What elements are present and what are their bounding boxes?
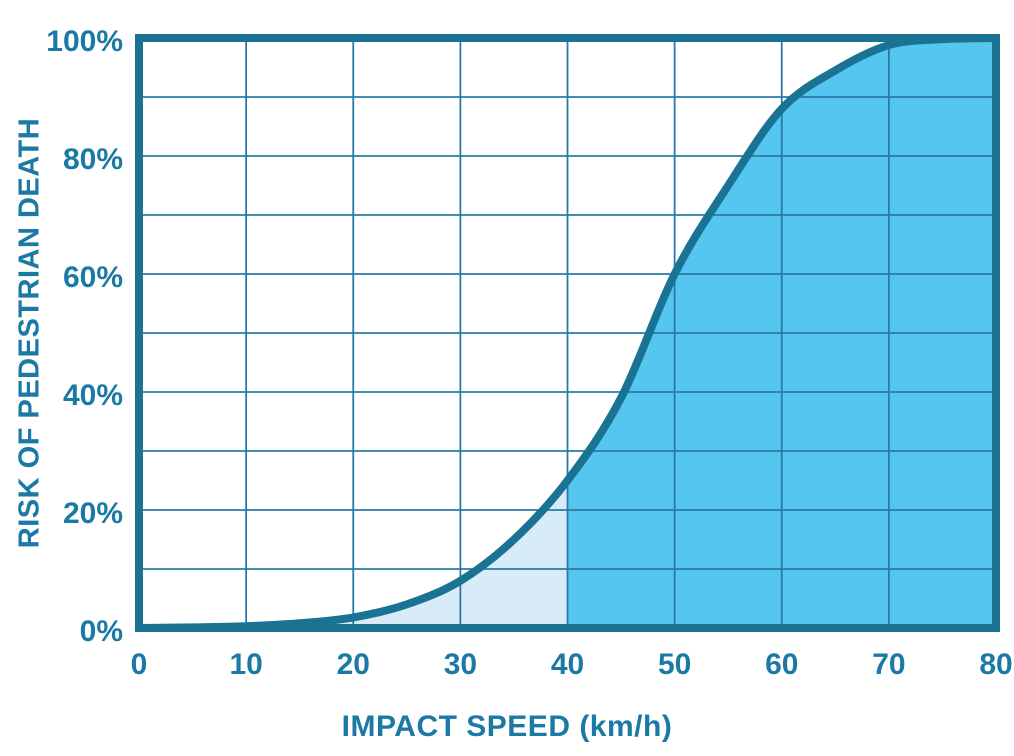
- plot-border: [135, 34, 1000, 632]
- risk-curve: [135, 34, 1000, 632]
